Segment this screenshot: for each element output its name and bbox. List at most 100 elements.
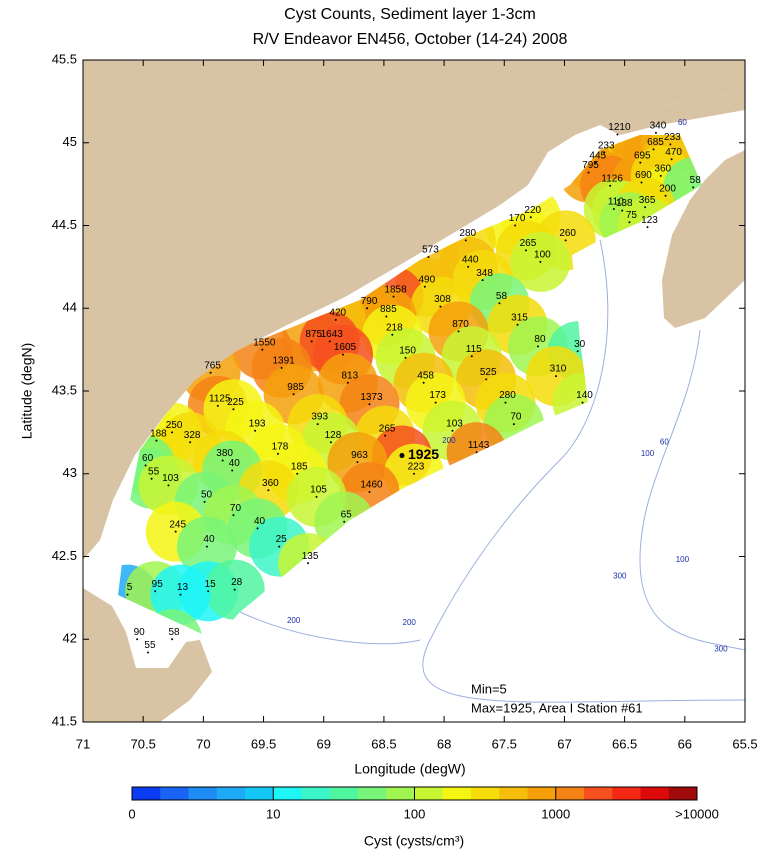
y-tick-label: 44.5 bbox=[52, 217, 77, 232]
station-dot bbox=[385, 315, 388, 318]
station-dot bbox=[467, 265, 470, 268]
station-dot bbox=[504, 401, 507, 404]
station-value: 360 bbox=[654, 163, 671, 174]
land-new-brunswick bbox=[600, 92, 745, 135]
station-value: 245 bbox=[169, 519, 186, 530]
station-value: 58 bbox=[690, 175, 702, 186]
station-dot bbox=[524, 249, 527, 252]
colorbar-swatch bbox=[471, 787, 500, 800]
station-dot bbox=[652, 148, 655, 151]
title: Cyst Counts, Sediment layer 1-3cm bbox=[284, 6, 536, 23]
station-value: 58 bbox=[169, 627, 181, 638]
y-tick-label: 41.5 bbox=[52, 713, 77, 728]
station-value: 1858 bbox=[384, 284, 407, 295]
station-value: 103 bbox=[446, 418, 463, 429]
station-dot bbox=[315, 495, 318, 498]
station-dot bbox=[155, 439, 158, 442]
station-value: 963 bbox=[351, 450, 368, 461]
colorbar-swatch bbox=[442, 787, 472, 800]
y-tick-label: 43.5 bbox=[52, 382, 77, 397]
contour-label: 300 bbox=[613, 571, 627, 580]
station-dot bbox=[451, 429, 454, 432]
colorbar-swatch bbox=[555, 787, 585, 800]
station-dot bbox=[384, 434, 387, 437]
station-dot bbox=[621, 209, 624, 212]
contour-line bbox=[639, 329, 745, 651]
station-dot bbox=[664, 194, 667, 197]
x-tick-label: 67.5 bbox=[492, 736, 517, 751]
colorbar: 0 10 100 1000 >10000 bbox=[128, 786, 719, 821]
station-value: 193 bbox=[249, 418, 266, 429]
station-dot bbox=[179, 593, 182, 596]
station-dot bbox=[628, 221, 631, 224]
station-dot bbox=[189, 441, 192, 444]
station-value: 440 bbox=[462, 255, 479, 266]
contour-label: 60 bbox=[678, 118, 687, 127]
station-dot bbox=[640, 181, 643, 184]
station-dot bbox=[392, 295, 395, 298]
station-value: 225 bbox=[227, 397, 244, 408]
station-dot bbox=[278, 545, 281, 548]
station-dot bbox=[356, 461, 359, 464]
station-value: 178 bbox=[272, 442, 289, 453]
station-value: 110 bbox=[608, 197, 624, 208]
station-dot bbox=[232, 408, 235, 411]
station-value: 100 bbox=[534, 250, 551, 261]
station-dot bbox=[341, 353, 344, 356]
colorbar-swatch bbox=[216, 787, 246, 800]
station-value: 128 bbox=[325, 430, 342, 441]
station-value: 233 bbox=[664, 132, 681, 143]
station-value: 885 bbox=[380, 304, 397, 315]
colorbar-swatch bbox=[414, 787, 444, 800]
station-dot bbox=[603, 151, 606, 154]
contour-label: 60 bbox=[660, 437, 669, 446]
station-dot bbox=[307, 562, 310, 565]
station-dot bbox=[514, 224, 517, 227]
station-dot bbox=[434, 401, 437, 404]
station-dot bbox=[203, 500, 206, 503]
station-value: 695 bbox=[634, 150, 651, 161]
station-value: 138 bbox=[616, 198, 633, 209]
station-value: 380 bbox=[216, 448, 233, 459]
annotation: Max=1925, Area I Station #61 bbox=[471, 700, 643, 715]
station-value: 40 bbox=[229, 458, 241, 469]
station-value: 223 bbox=[408, 461, 425, 472]
x-tick-label: 67 bbox=[557, 736, 571, 751]
station-value: 790 bbox=[361, 296, 378, 307]
x-tick-label: 71 bbox=[76, 736, 90, 751]
station-value: 348 bbox=[476, 268, 493, 279]
station-dot bbox=[639, 161, 642, 164]
station-dot bbox=[280, 366, 283, 369]
station-dot bbox=[654, 131, 657, 134]
station-dot bbox=[670, 158, 673, 161]
station-dot bbox=[167, 484, 170, 487]
station-value: 1643 bbox=[321, 329, 344, 340]
station-value: 150 bbox=[399, 346, 416, 357]
station-dot bbox=[404, 356, 407, 359]
station-value: 280 bbox=[459, 228, 476, 239]
station-dot bbox=[399, 453, 405, 459]
station-value: 1391 bbox=[272, 355, 295, 366]
station-dot bbox=[529, 216, 532, 219]
y-tick-label: 43 bbox=[63, 465, 77, 480]
station-value: 1460 bbox=[360, 480, 383, 491]
land-cape-cod bbox=[83, 588, 212, 722]
station-dot bbox=[646, 226, 649, 229]
x-tick-label: 66.5 bbox=[612, 736, 637, 751]
x-tick-label: 65.5 bbox=[732, 736, 757, 751]
colorbar-tick-label: 100 bbox=[404, 806, 426, 821]
station-value: 200 bbox=[659, 183, 676, 194]
y-tick-label: 45.5 bbox=[52, 51, 77, 66]
x-tick-label: 70 bbox=[196, 736, 210, 751]
station-value: 573 bbox=[422, 245, 439, 256]
station-dot bbox=[612, 207, 615, 210]
station-value: 340 bbox=[650, 120, 667, 131]
station-dot bbox=[536, 345, 539, 348]
station-value: 1373 bbox=[360, 392, 383, 403]
subtitle: R/V Endeavor EN456, October (14-24) 2008 bbox=[253, 31, 568, 48]
station-value: 265 bbox=[520, 238, 537, 249]
station-value: 1125 bbox=[209, 394, 231, 405]
station-dot bbox=[310, 340, 313, 343]
